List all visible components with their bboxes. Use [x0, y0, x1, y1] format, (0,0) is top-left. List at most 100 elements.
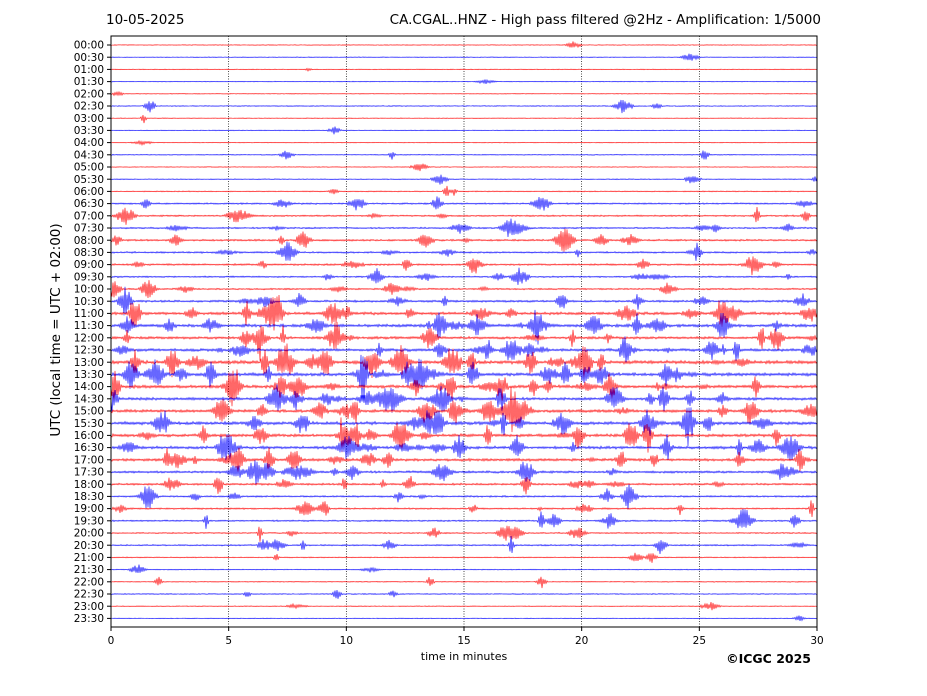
trace-line	[110, 286, 818, 316]
trace-line	[110, 241, 818, 261]
y-tick-label: 03:00	[74, 113, 104, 125]
trace-line	[110, 564, 818, 573]
trace-line	[110, 126, 818, 135]
y-tick-label: 09:30	[74, 271, 104, 283]
y-tick-label: 20:00	[74, 528, 104, 540]
y-tick-label: 21:00	[74, 552, 104, 564]
y-tick-label: 16:30	[74, 442, 104, 454]
y-tick-label: 22:00	[74, 576, 104, 588]
y-tick-label: 07:00	[74, 210, 104, 222]
y-tick-label: 16:00	[74, 430, 104, 442]
trace-line	[110, 139, 818, 146]
trace-line	[110, 476, 818, 495]
trace-line	[110, 601, 818, 611]
y-tick-label: 17:00	[74, 454, 104, 466]
y-tick-label: 02:00	[74, 88, 104, 100]
trace-line	[110, 508, 818, 529]
trace-line	[110, 53, 818, 61]
x-tick-label: 25	[693, 635, 706, 647]
y-tick-label: 12:30	[74, 345, 104, 357]
x-tick-label: 15	[457, 635, 470, 647]
trace-line	[110, 336, 818, 363]
trace-layer	[110, 41, 818, 622]
y-tick-label: 19:00	[74, 503, 104, 515]
y-tick-label: 10:30	[74, 296, 104, 308]
y-tick-label: 08:00	[74, 235, 104, 247]
trace-line	[110, 67, 818, 72]
trace-line	[110, 434, 818, 461]
x-tick-label: 20	[575, 635, 588, 647]
y-tick-label: 13:00	[74, 357, 104, 369]
grid-layer	[228, 36, 700, 627]
y-tick-label: 23:30	[74, 613, 104, 625]
trace-line	[110, 484, 818, 510]
trace-line	[110, 576, 818, 589]
chart-date: 10-05-2025	[106, 12, 185, 28]
y-tick-label: 14:00	[74, 381, 104, 393]
x-axis-label: time in minutes	[420, 650, 508, 663]
y-tick-label: 00:30	[74, 52, 104, 64]
x-tick-label: 5	[225, 635, 232, 647]
trace-line	[110, 343, 818, 380]
y-axis: 00:0000:3001:0001:3002:0002:3003:0003:30…	[74, 40, 111, 625]
trace-line	[110, 536, 818, 554]
trace-line	[110, 384, 818, 413]
y-tick-label: 03:30	[74, 125, 104, 137]
y-tick-label: 08:30	[74, 247, 104, 259]
y-tick-label: 06:30	[74, 198, 104, 210]
trace-line	[110, 99, 818, 114]
y-tick-label: 22:30	[74, 589, 104, 601]
y-tick-label: 11:30	[74, 320, 104, 332]
trace-line	[110, 41, 818, 49]
trace-line	[110, 280, 818, 298]
trace-line	[110, 552, 818, 563]
trace-line	[110, 90, 818, 97]
trace-line	[110, 267, 818, 285]
y-tick-label: 04:00	[74, 137, 104, 149]
y-tick-label: 01:00	[74, 64, 104, 76]
trace-line	[110, 525, 818, 542]
trace-line	[110, 407, 818, 447]
trace-line	[110, 206, 818, 225]
chart-title: CA.CGAL..HNZ - High pass filtered @2Hz -…	[389, 12, 821, 28]
trace-line	[110, 500, 818, 517]
y-tick-label: 18:00	[74, 479, 104, 491]
trace-line	[110, 590, 818, 599]
y-tick-label: 19:30	[74, 515, 104, 527]
x-tick-label: 30	[810, 635, 823, 647]
y-tick-label: 15:00	[74, 406, 104, 418]
y-axis-label: UTC (local time = UTC + 02:00)	[48, 223, 64, 437]
trace-line	[110, 196, 818, 211]
y-tick-label: 23:00	[74, 601, 104, 613]
y-tick-label: 18:30	[74, 491, 104, 503]
trace-line	[110, 218, 818, 238]
y-tick-label: 05:00	[74, 162, 104, 174]
trace-line	[110, 150, 818, 160]
trace-line	[110, 228, 818, 252]
y-tick-label: 14:30	[74, 393, 104, 405]
trace-line	[110, 256, 818, 276]
y-tick-label: 02:30	[74, 101, 104, 113]
y-tick-label: 11:00	[74, 308, 104, 320]
y-tick-label: 13:30	[74, 369, 104, 381]
trace-line	[110, 387, 818, 433]
y-tick-label: 04:30	[74, 149, 104, 161]
y-tick-label: 05:30	[74, 174, 104, 186]
trace-line	[110, 294, 818, 331]
copyright-credit: ©ICGC 2025	[726, 651, 811, 666]
trace-line	[110, 321, 818, 361]
trace-line	[110, 460, 818, 485]
y-tick-label: 06:00	[74, 186, 104, 198]
trace-line	[110, 447, 818, 473]
y-tick-label: 09:00	[74, 259, 104, 271]
y-tick-label: 00:00	[74, 40, 104, 52]
y-tick-label: 20:30	[74, 540, 104, 552]
y-tick-label: 21:30	[74, 564, 104, 576]
x-tick-label: 0	[108, 635, 115, 647]
trace-line	[110, 369, 818, 407]
y-tick-label: 12:00	[74, 332, 104, 344]
y-tick-label: 07:30	[74, 223, 104, 235]
y-tick-label: 01:30	[74, 76, 104, 88]
x-tick-label: 10	[340, 635, 353, 647]
